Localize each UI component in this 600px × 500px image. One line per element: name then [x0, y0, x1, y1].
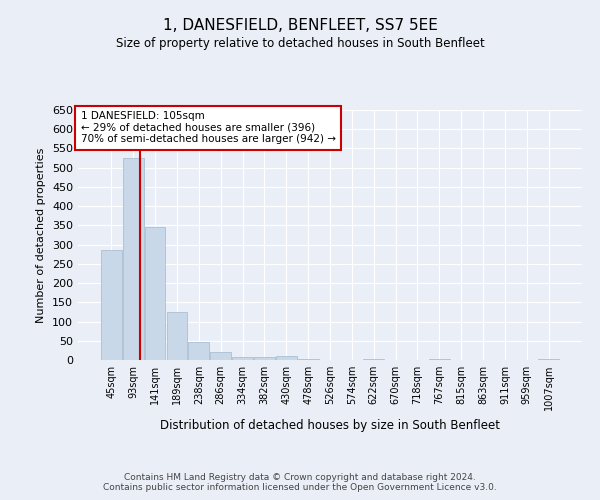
Text: Size of property relative to detached houses in South Benfleet: Size of property relative to detached ho… [116, 38, 484, 51]
Bar [145, 227, 166, 360]
Bar [298, 359, 319, 360]
Bar [232, 358, 253, 360]
Text: 1 DANESFIELD: 105sqm
← 29% of detached houses are smaller (396)
70% of semi-deta: 1 DANESFIELD: 105sqm ← 29% of detached h… [80, 112, 335, 144]
Bar [254, 358, 275, 360]
Bar [188, 342, 209, 360]
Bar [210, 352, 231, 360]
Bar [429, 359, 450, 360]
Bar [123, 158, 143, 360]
Y-axis label: Number of detached properties: Number of detached properties [37, 148, 46, 322]
Bar [276, 356, 296, 360]
Text: 1, DANESFIELD, BENFLEET, SS7 5EE: 1, DANESFIELD, BENFLEET, SS7 5EE [163, 18, 437, 32]
Bar [101, 250, 122, 360]
Text: Contains HM Land Registry data © Crown copyright and database right 2024.
Contai: Contains HM Land Registry data © Crown c… [103, 473, 497, 492]
Bar [167, 312, 187, 360]
X-axis label: Distribution of detached houses by size in South Benfleet: Distribution of detached houses by size … [160, 418, 500, 432]
Bar [538, 359, 559, 360]
Bar [364, 359, 384, 360]
